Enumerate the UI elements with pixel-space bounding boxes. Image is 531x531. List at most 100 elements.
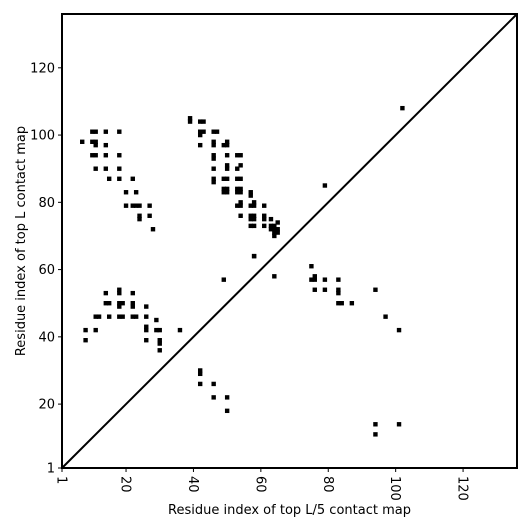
data-point [157, 348, 162, 353]
data-point [268, 216, 274, 222]
y-tick-label: 120 [30, 61, 55, 76]
data-point [373, 287, 378, 292]
data-point [211, 395, 216, 400]
data-point [224, 139, 230, 144]
data-point [147, 213, 152, 218]
data-point [117, 290, 122, 296]
data-point [336, 277, 341, 282]
data-point [312, 287, 317, 292]
x-tick-label: 20 [118, 476, 133, 493]
data-point [251, 216, 257, 222]
data-point [123, 203, 129, 208]
data-point [221, 176, 226, 181]
data-point [154, 327, 159, 333]
x-axis-label: Residue index of top L/5 contact map [168, 503, 411, 518]
data-point [117, 153, 122, 158]
data-point [157, 327, 162, 333]
data-point [238, 186, 243, 192]
data-point [214, 129, 220, 134]
data-point [336, 301, 341, 306]
data-point [224, 408, 230, 414]
data-point [275, 230, 280, 235]
data-point [117, 166, 122, 171]
data-point [221, 142, 226, 148]
data-point [349, 301, 355, 306]
data-point [147, 203, 152, 208]
data-point [235, 176, 240, 181]
data-point [262, 216, 267, 222]
data-point [103, 129, 109, 134]
y-tick-label: 100 [30, 129, 55, 144]
data-point [322, 287, 328, 292]
data-point [224, 395, 230, 400]
data-point [106, 176, 112, 181]
data-point [221, 190, 226, 195]
diagonal-reference-line [61, 13, 518, 469]
y-tick-label: 80 [38, 196, 55, 211]
data-point [130, 301, 135, 306]
data-point [144, 327, 149, 333]
data-point [251, 213, 257, 218]
data-point [130, 314, 135, 319]
data-point [201, 119, 206, 124]
plot-frame [61, 13, 518, 469]
data-point [93, 166, 98, 171]
data-point [221, 186, 226, 192]
data-point [272, 223, 277, 229]
data-point [137, 203, 142, 208]
data-point [103, 153, 109, 158]
x-tick-label: 120 [455, 476, 470, 501]
data-point [117, 129, 122, 134]
data-point [373, 432, 378, 437]
data-point [400, 105, 405, 111]
x-tick-label: 60 [252, 476, 267, 493]
data-point [197, 381, 203, 387]
data-point [224, 142, 230, 148]
data-point [211, 129, 216, 134]
data-point [322, 277, 328, 282]
data-point [309, 277, 314, 282]
data-point [275, 227, 280, 232]
data-point [262, 203, 267, 208]
data-point [197, 132, 203, 138]
x-tick-label: 1 [54, 476, 69, 484]
data-point [150, 227, 156, 232]
data-point [235, 166, 240, 171]
data-point [275, 220, 280, 225]
data-point [312, 277, 317, 282]
data-point [248, 190, 253, 195]
data-point [272, 233, 277, 239]
data-point [251, 200, 257, 205]
data-point [235, 203, 240, 208]
data-point [224, 190, 230, 195]
data-point [154, 317, 159, 323]
data-point [248, 216, 253, 222]
data-point [133, 190, 139, 195]
data-point [235, 153, 240, 158]
data-point [144, 324, 149, 329]
data-point [339, 301, 344, 306]
data-point [251, 223, 257, 229]
data-point [157, 338, 162, 343]
data-point [211, 176, 216, 181]
data-point [224, 186, 230, 192]
data-point [211, 139, 216, 144]
data-point [106, 301, 112, 306]
data-point [144, 338, 149, 343]
data-point [117, 314, 122, 319]
data-point [238, 163, 243, 168]
data-point [221, 277, 226, 282]
x-axis-ticks: 1 20 40 60 80 100 120 [54, 468, 470, 501]
data-point [238, 176, 243, 181]
data-point [117, 304, 122, 309]
data-point [238, 190, 243, 195]
data-point [211, 166, 216, 171]
data-point [211, 156, 216, 161]
data-point [103, 290, 109, 296]
data-point [336, 290, 341, 296]
data-point [312, 274, 317, 279]
data-point [272, 274, 277, 279]
data-point [211, 142, 216, 148]
